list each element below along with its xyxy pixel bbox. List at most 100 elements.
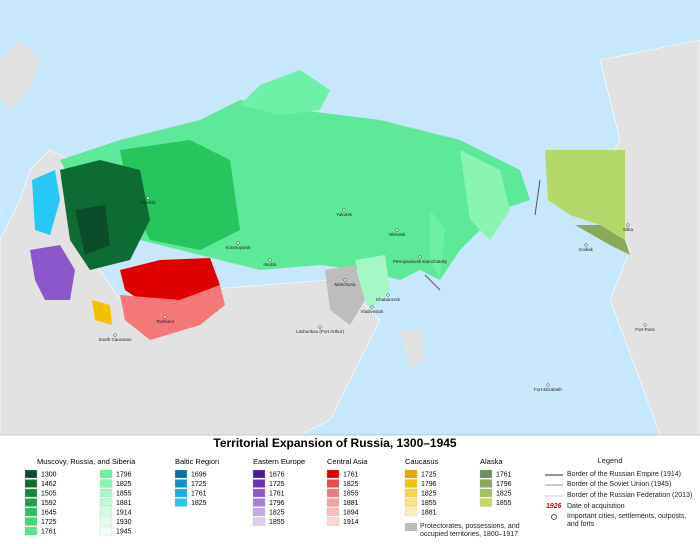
legend-swatch <box>99 479 113 488</box>
city-marker <box>546 383 550 387</box>
legend-swatch <box>174 498 188 507</box>
map-label: Fort Elizabeth <box>534 387 562 392</box>
region-kamchatka <box>430 210 445 280</box>
city-marker <box>268 258 272 262</box>
city-marker <box>643 323 647 327</box>
legend-swatch <box>479 479 493 488</box>
region-novaya-zemlya <box>240 70 330 115</box>
legend-label: 1914 <box>116 509 132 516</box>
legend-swatch <box>252 507 266 517</box>
city-marker <box>113 333 117 337</box>
legend-label: 1894 <box>343 509 359 516</box>
legend-label: 1300 <box>41 471 57 478</box>
legend-label: 1945 <box>116 528 132 535</box>
legend-group-title: Central Asia <box>327 457 368 466</box>
legend-city-marker <box>551 514 557 520</box>
legend-label: 1645 <box>41 509 57 516</box>
map-label: Kodiak <box>579 247 594 252</box>
border-line <box>534 179 541 216</box>
legend-border: Border of the Soviet Union (1945) <box>567 481 672 488</box>
legend-label: 1825 <box>116 481 132 488</box>
region-alaska-panhandle <box>575 225 630 255</box>
legend-label: 1725 <box>421 471 437 478</box>
legend-swatch <box>99 526 113 536</box>
title: Territorial Expansion of Russia, 1300–19… <box>213 436 457 450</box>
land-japan <box>400 330 425 370</box>
legend-group-title: Baltic Region <box>175 457 219 466</box>
map-label: Fort Ross <box>635 327 655 332</box>
map-label: Khabarovsk <box>376 297 401 302</box>
map-label: South Caucasus <box>98 337 132 342</box>
legend-label: 1796 <box>496 481 512 488</box>
legend-label: 1761 <box>269 490 285 497</box>
legend-label: 1914 <box>343 519 359 526</box>
map-label: Tobolsk <box>140 200 156 205</box>
legend-swatch <box>99 517 113 526</box>
legend-group-title: Caucasus <box>405 457 439 466</box>
legend-swatch <box>174 479 188 488</box>
legend-groups: Muscovy, Russia, and Siberia 1300 1462 1505… <box>24 457 512 536</box>
region-west-siberia <box>120 140 240 250</box>
legend-label: 1761 <box>343 471 359 478</box>
legend-label: 1761 <box>191 490 207 497</box>
legend-label: 1796 <box>116 471 132 478</box>
legend-swatch <box>174 488 188 498</box>
legend-protectorates-label: Protectorates, possessions, and occupied… <box>420 523 520 538</box>
legend-label: 1462 <box>41 481 57 488</box>
city-marker <box>584 243 588 247</box>
region-muscovy-core <box>75 205 110 255</box>
map-label: Krasnoyarsk <box>225 245 251 250</box>
city-marker <box>236 241 240 245</box>
region-chukotka <box>460 150 510 240</box>
region-central-asia-core <box>120 258 220 300</box>
legend-border: Border of the Russian Empire (1914) <box>567 471 681 478</box>
legend-label: 1725 <box>269 481 285 488</box>
legend-label: 1930 <box>116 519 132 526</box>
region-eastern-europe <box>30 245 75 300</box>
legend-group-title: Muscovy, Russia, and Siberia <box>37 457 136 466</box>
legend-swatch <box>326 517 340 526</box>
legend-label: 1825 <box>191 500 207 507</box>
region-manchuria <box>325 265 365 325</box>
city-marker <box>626 223 630 227</box>
legend-label: 1881 <box>343 500 359 507</box>
border-line <box>424 274 441 291</box>
legend-swatch <box>252 479 266 488</box>
legend-swatch <box>24 469 38 479</box>
legend-swatch <box>24 488 38 498</box>
legend-swatch <box>404 507 418 517</box>
legend-label: 1855 <box>116 490 132 497</box>
city-marker <box>370 305 374 309</box>
region-amur <box>355 255 390 310</box>
legend-swatch <box>404 469 418 479</box>
map-label: Vladivostok <box>360 309 384 314</box>
legend-label: 1696 <box>191 471 207 478</box>
legend-swatch <box>24 479 38 488</box>
legend-swatch <box>24 498 38 507</box>
legend-swatch <box>326 498 340 507</box>
map-label: Irkutsk <box>263 262 277 267</box>
map-label: Okhotsk <box>389 232 406 237</box>
map-labels: Tobolsk Krasnoyarsk Irkutsk Yakutsk Okhotsk P… <box>98 196 655 392</box>
map-label: Tashkent <box>156 319 175 324</box>
legend-swatch <box>479 488 493 498</box>
legend-swatch <box>24 507 38 517</box>
city-marker <box>386 293 390 297</box>
city-marker <box>342 208 346 212</box>
legend-label: 1676 <box>269 471 285 478</box>
legend-swatch <box>252 488 266 498</box>
legend-label: 1855 <box>496 500 512 507</box>
city-marker <box>418 255 422 259</box>
legend-date-label: Date of acquisition <box>567 503 625 510</box>
legend-swatch <box>326 488 340 498</box>
legend-swatch <box>326 479 340 488</box>
legend-label: 1881 <box>116 500 132 507</box>
legend-cities-label: Important cities, settlements, outposts,… <box>567 513 687 528</box>
legend-swatch <box>479 498 493 507</box>
city-marker <box>343 278 347 282</box>
legend-label: 1796 <box>269 500 285 507</box>
legend-label: 1761 <box>496 471 512 478</box>
legend-label: 1796 <box>421 481 437 488</box>
legend-swatch <box>174 469 188 479</box>
